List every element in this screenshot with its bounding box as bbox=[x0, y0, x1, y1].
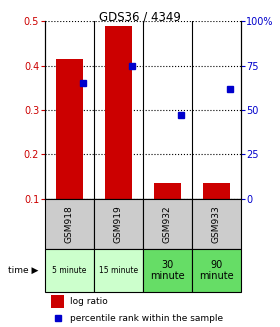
Bar bbox=[94, 199, 143, 249]
Bar bbox=[203, 183, 230, 199]
Text: log ratio: log ratio bbox=[70, 297, 108, 306]
Bar bbox=[45, 249, 94, 292]
Bar bbox=[51, 295, 64, 308]
Text: time ▶: time ▶ bbox=[8, 266, 39, 275]
Text: GSM933: GSM933 bbox=[212, 205, 221, 243]
Bar bbox=[94, 249, 143, 292]
Text: GDS36 / 4349: GDS36 / 4349 bbox=[99, 10, 181, 24]
Bar bbox=[154, 183, 181, 199]
Text: GSM932: GSM932 bbox=[163, 205, 172, 243]
Text: 30
minute: 30 minute bbox=[150, 260, 185, 281]
Text: GSM918: GSM918 bbox=[65, 205, 74, 243]
Bar bbox=[105, 26, 132, 199]
Bar bbox=[192, 199, 241, 249]
Text: 5 minute: 5 minute bbox=[52, 266, 87, 275]
Bar bbox=[192, 249, 241, 292]
Bar bbox=[45, 199, 94, 249]
Text: GSM919: GSM919 bbox=[114, 205, 123, 243]
Bar bbox=[143, 199, 192, 249]
Bar bbox=[56, 59, 83, 199]
Bar bbox=[143, 249, 192, 292]
Text: 90
minute: 90 minute bbox=[199, 260, 234, 281]
Text: percentile rank within the sample: percentile rank within the sample bbox=[70, 314, 223, 322]
Text: 15 minute: 15 minute bbox=[99, 266, 138, 275]
